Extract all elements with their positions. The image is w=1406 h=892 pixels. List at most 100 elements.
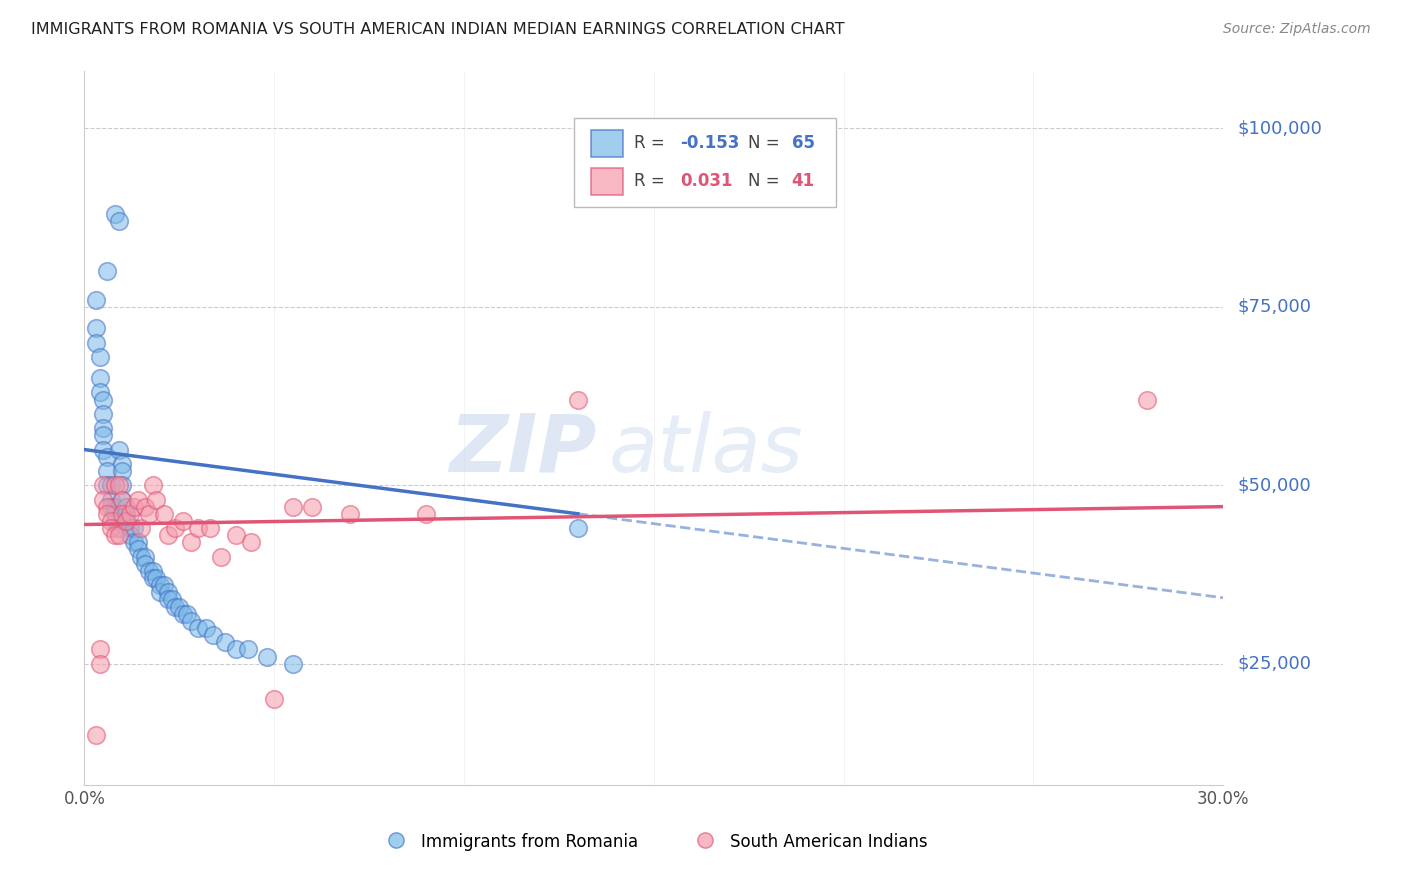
Legend: Immigrants from Romania, South American Indians: Immigrants from Romania, South American … <box>373 825 935 859</box>
Point <box>153 507 176 521</box>
Point <box>225 642 247 657</box>
Point <box>236 642 259 657</box>
Point <box>111 492 134 507</box>
Point <box>283 500 305 514</box>
Point <box>165 599 187 614</box>
Point <box>111 457 134 471</box>
Text: $75,000: $75,000 <box>1237 298 1312 316</box>
Text: -0.153: -0.153 <box>681 135 740 153</box>
Point <box>160 592 183 607</box>
Text: 65: 65 <box>792 135 814 153</box>
Point <box>100 514 122 528</box>
Text: ZIP: ZIP <box>450 410 598 489</box>
Point <box>93 392 115 407</box>
Point <box>104 514 127 528</box>
Point <box>263 692 285 706</box>
Point <box>127 535 149 549</box>
Point <box>96 507 118 521</box>
Point <box>187 621 209 635</box>
Point <box>118 521 141 535</box>
Text: IMMIGRANTS FROM ROMANIA VS SOUTH AMERICAN INDIAN MEDIAN EARNINGS CORRELATION CHA: IMMIGRANTS FROM ROMANIA VS SOUTH AMERICA… <box>31 22 845 37</box>
Point <box>107 478 129 492</box>
Point <box>240 535 263 549</box>
Point <box>107 521 129 535</box>
Point <box>180 614 202 628</box>
Point <box>104 500 127 514</box>
Point <box>115 514 138 528</box>
Point <box>1136 392 1159 407</box>
Point <box>89 657 111 671</box>
Text: Source: ZipAtlas.com: Source: ZipAtlas.com <box>1223 22 1371 37</box>
Point <box>134 557 156 571</box>
Point <box>84 293 107 307</box>
Point <box>107 442 129 457</box>
Point <box>84 728 107 742</box>
Point <box>169 599 191 614</box>
Point <box>142 478 165 492</box>
Point <box>194 621 217 635</box>
Point <box>567 392 589 407</box>
Point <box>156 528 179 542</box>
Point <box>100 492 122 507</box>
Point <box>149 585 172 599</box>
Point <box>93 478 115 492</box>
Point <box>111 464 134 478</box>
Point <box>115 500 138 514</box>
Point <box>187 521 209 535</box>
Point <box>100 521 122 535</box>
Point <box>127 542 149 557</box>
Point <box>180 535 202 549</box>
Bar <box>591 130 623 157</box>
Text: 0.031: 0.031 <box>681 172 733 190</box>
Point <box>111 507 134 521</box>
Point <box>156 592 179 607</box>
Point <box>122 521 145 535</box>
Point <box>89 385 111 400</box>
Point <box>89 350 111 364</box>
Point <box>96 478 118 492</box>
Point <box>100 478 122 492</box>
Point <box>134 500 156 514</box>
Point <box>122 500 145 514</box>
Point <box>84 321 107 335</box>
Point <box>202 628 225 642</box>
Point <box>104 207 127 221</box>
Point <box>138 564 160 578</box>
Point <box>339 507 361 521</box>
Point <box>89 642 111 657</box>
Point <box>115 514 138 528</box>
Point <box>142 564 165 578</box>
Text: $25,000: $25,000 <box>1237 655 1312 673</box>
FancyBboxPatch shape <box>574 118 837 207</box>
Point <box>96 264 118 278</box>
Point <box>156 585 179 599</box>
Text: 41: 41 <box>792 172 814 190</box>
Bar <box>591 168 623 194</box>
Text: R =: R = <box>634 172 671 190</box>
Point <box>283 657 305 671</box>
Point <box>176 607 198 621</box>
Point <box>149 578 172 592</box>
Point <box>104 528 127 542</box>
Point <box>93 442 115 457</box>
Point <box>107 528 129 542</box>
Point <box>111 478 134 492</box>
Point <box>93 407 115 421</box>
Point <box>93 492 115 507</box>
Text: N =: N = <box>748 135 785 153</box>
Point <box>115 507 138 521</box>
Point <box>142 571 165 585</box>
Point <box>209 549 232 564</box>
Point <box>131 549 153 564</box>
Text: R =: R = <box>634 135 671 153</box>
Point <box>225 528 247 542</box>
Text: N =: N = <box>748 172 785 190</box>
Point <box>84 335 107 350</box>
Point <box>89 371 111 385</box>
Point <box>172 514 194 528</box>
Point <box>567 521 589 535</box>
Point <box>301 500 323 514</box>
Point <box>214 635 236 649</box>
Point <box>96 450 118 464</box>
Point <box>104 507 127 521</box>
